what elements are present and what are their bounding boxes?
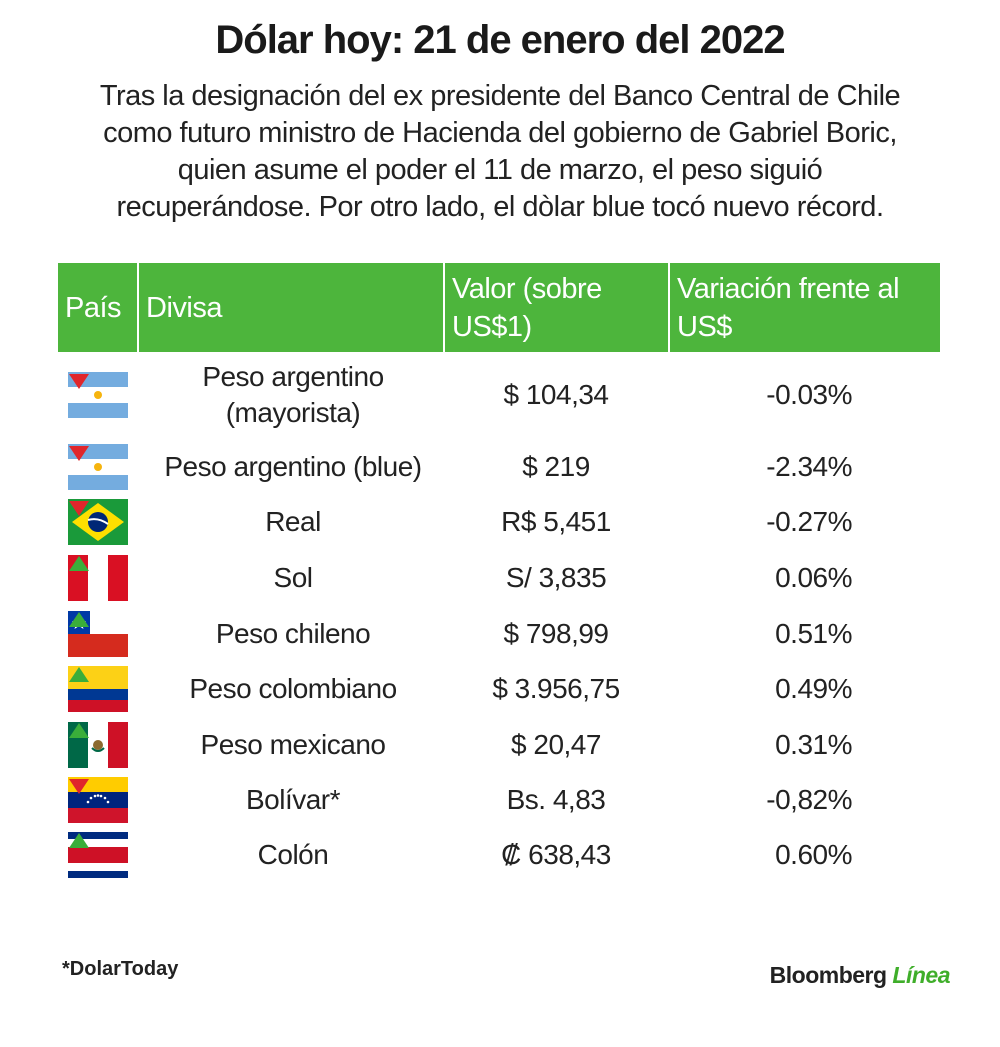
brand-accent: Línea <box>892 962 950 988</box>
column-header: Variación frente al US$ <box>668 263 940 352</box>
variation: -0.27% <box>766 506 852 537</box>
value: $ 104,34 <box>503 379 610 410</box>
table-row: Peso chileno $ 798,99 0.51% <box>58 599 940 669</box>
currency: Peso chileno <box>215 618 371 649</box>
value: $ 20,47 <box>511 729 601 760</box>
brand-name: Bloomberg <box>769 962 887 988</box>
variation: 0.60% <box>775 839 852 870</box>
currency: Peso colombiano <box>189 673 397 704</box>
arrow-down <box>69 501 89 516</box>
currency: Peso argentino (mayorista) <box>202 361 384 428</box>
value: $ 798,99 <box>503 618 610 649</box>
arrow-up <box>69 723 89 738</box>
value: R$ 5,451 <box>501 506 611 537</box>
subtitle-line: recuperándose. Por otro lado, el dòlar b… <box>116 191 885 223</box>
flag <box>68 611 128 657</box>
currency: Bolívar* <box>245 784 341 815</box>
table-row: Real R$ 5,451 -0.27% <box>58 487 940 557</box>
subtitle-line: Tras la designación del ex presidente de… <box>99 80 901 112</box>
variation: -0,82% <box>766 784 852 815</box>
subtitle-line: quien asume el poder el 11 de marzo, el … <box>177 154 823 186</box>
table-row: Sol S/ 3,835 0.06% <box>58 543 940 613</box>
variation: 0.49% <box>775 673 852 704</box>
variation: 0.51% <box>775 618 852 649</box>
value: $ 219 <box>522 451 590 482</box>
subtitle-line: como futuro ministro de Hacienda del gob… <box>103 117 897 149</box>
currency: Real <box>265 506 321 537</box>
table-row: Bolívar* Bs. 4,83 -0,82% <box>58 765 940 835</box>
table-row: Peso mexicano $ 20,47 0.31% <box>58 710 940 780</box>
column-header: Divisa <box>137 263 443 352</box>
arrow-up <box>69 556 89 571</box>
variation: 0.31% <box>775 729 852 760</box>
variation: -2.34% <box>766 451 852 482</box>
currency: Peso argentino (blue) <box>164 451 422 482</box>
flag <box>68 372 128 418</box>
column-header: Valor (sobre US$1) <box>443 263 668 352</box>
footnote: *DolarToday <box>62 958 179 980</box>
subtitle: Tras la designación del ex presidente de… <box>40 78 960 226</box>
table-row: Peso argentino (blue) $ 219 -2.34% <box>58 432 940 502</box>
table-row: Peso colombiano $ 3.956,75 0.49% <box>58 654 940 724</box>
table-row: Colón ₡ 638,43 0.60% <box>58 820 940 890</box>
arrow-up <box>69 833 89 848</box>
arrow-down <box>69 446 89 461</box>
variation: 0.06% <box>775 562 852 593</box>
value: Bs. 4,83 <box>506 784 606 815</box>
title: Dólar hoy: 21 de enero del 2022 <box>215 18 785 62</box>
currency: Sol <box>273 562 313 593</box>
column-header: País <box>65 291 122 324</box>
arrow-up <box>69 667 89 682</box>
arrow-up <box>69 612 89 627</box>
brand: Bloomberg Línea <box>769 962 951 989</box>
arrow-down <box>69 374 89 389</box>
table-header: País Divisa Valor (sobre US$1) Variación… <box>58 263 940 352</box>
value: ₡ 638,43 <box>501 839 611 870</box>
table-row: Peso argentino (mayorista) $ 104,34 -0.0… <box>58 360 940 430</box>
variation: -0.03% <box>766 379 852 410</box>
currency: Peso mexicano <box>200 729 386 760</box>
value: S/ 3,835 <box>505 562 607 593</box>
arrow-down <box>69 779 89 794</box>
value: $ 3.956,75 <box>492 673 620 704</box>
currency: Colón <box>257 839 329 870</box>
